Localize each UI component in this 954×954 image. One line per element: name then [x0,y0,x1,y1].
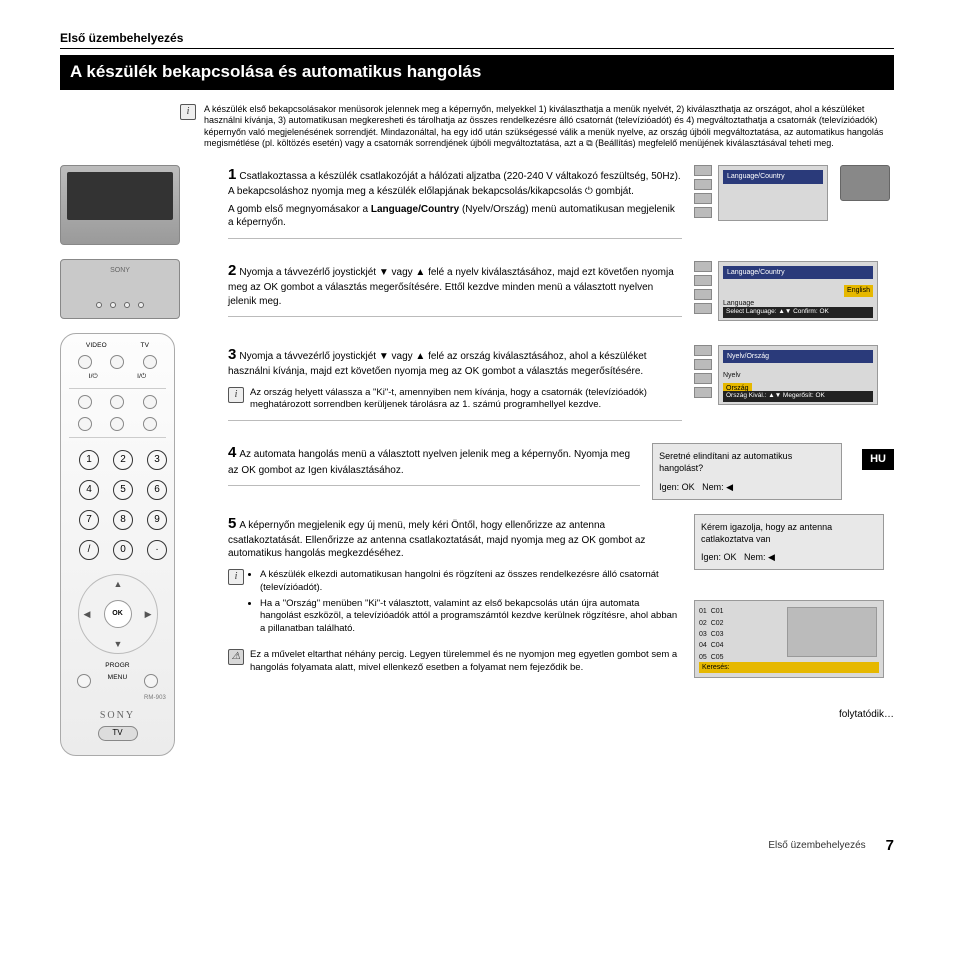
step-5: 5A képernyőn megjelenik egy új menü, mel… [228,514,894,688]
step-3-text: Nyomja a távvezérlő joystickjét ▼ vagy ▲… [228,351,647,377]
remote-aux6 [143,417,157,431]
footer-section-label: Első üzembehelyezés [768,839,865,853]
tv-mini-icon [840,165,890,201]
num-slash: / [79,540,99,560]
info-icon: i [180,104,196,120]
step-2-text: Nyomja a távvezérlő joystickjét ▼ vagy ▲… [228,267,674,307]
scan-label: Keresés: [699,662,879,673]
step-5-text: A képernyőn megjelenik egy új menü, mely… [228,520,645,560]
remote-aux3 [143,395,157,409]
remote-power-tv-button [143,355,157,369]
osd-step3: Nyelv/Ország Nyelv Ország Ország Kivál.:… [718,345,878,405]
step-5-num: 5 [228,515,236,532]
osd-step5b: 01 C01 02 C02 03 C03 04 C04 05 C05 Keres… [694,600,884,678]
remote-ch-button [144,674,158,688]
num-2: 2 [113,450,133,470]
osd-step5a: Kérem igazolja, hogy az antenna catlakoz… [694,514,884,570]
step-4: 4Az automata hangolás menü a választott … [228,443,852,499]
remote-illustration: VIDEO TV I/⏻ I/⏻ [60,333,175,756]
num-7: 7 [79,510,99,530]
step-2: 2Nyomja a távvezérlő joystickjét ▼ vagy … [228,261,894,331]
intro-text: A készülék első bekapcsolásakor menüsoro… [204,104,894,149]
remote-aux2 [110,395,124,409]
tv-illustration [60,165,180,245]
front-panel-illustration: SONY [60,259,180,319]
remote-aux5 [110,417,124,431]
remote-ok-button: OK [104,600,132,628]
step-1-text-b: A gomb első megnyomásakor a Language/Cou… [228,204,675,229]
step-1-text-a: Csatlakoztassa a készülék csatlakozóját … [228,171,681,197]
remote-power-video-button [110,355,124,369]
remote-standby-label-2: I/⏻ [137,373,146,382]
scan-preview [787,607,877,657]
continues-label: folytatódik… [228,708,894,722]
remote-aux1 [78,395,92,409]
num-0: 0 [113,540,133,560]
page-footer: Első üzembehelyezés 7 [60,836,894,856]
remote-tv-label: TV [141,342,150,351]
step-2-num: 2 [228,262,236,279]
page-number: 7 [886,836,894,856]
sony-mark: SONY [61,266,179,275]
remote-standby-label: I/⏻ [89,373,98,382]
intro-block: i A készülék első bekapcsolásakor menüso… [60,104,894,149]
page-title: A készülék bekapcsolása és automatikus h… [60,55,894,90]
step-1-num: 1 [228,166,236,183]
warning-icon: ⚠ [228,649,244,665]
left-illustrations: SONY VIDEO TV I/⏻ I/⏻ [60,165,210,756]
osd-step4: Seretné elindítani az automatikus hangol… [652,443,842,499]
section-header: Első üzembehelyezés [60,30,894,49]
osd-step1: Language/Country [718,165,828,221]
num-dot: · [147,540,167,560]
step-4-text: Az automata hangolás menü a választott n… [228,449,630,475]
step-5-bullet-1: A készülék elkezdi automatikusan hangoln… [260,569,682,595]
osd-step2: Language/Country English Language Countr… [718,261,878,321]
step-3-num: 3 [228,346,236,363]
remote-aux4 [78,417,92,431]
num-4: 4 [79,480,99,500]
language-tab: HU [862,449,894,470]
remote-tv-pill: TV [98,726,138,741]
remote-vol-button [77,674,91,688]
remote-mute-button [78,355,92,369]
remote-navpad: ▲▼ ◀▶ OK [78,574,158,654]
num-8: 8 [113,510,133,530]
remote-menu-label: MENU [108,674,128,688]
info-icon: i [228,569,244,585]
num-6: 6 [147,480,167,500]
info-icon: i [228,387,244,403]
step-3: 3Nyomja a távvezérlő joystickjét ▼ vagy … [228,345,894,429]
step-4-num: 4 [228,444,236,461]
step-1: 1Csatlakoztassa a készülék csatlakozóját… [228,165,894,247]
remote-model: RM-903 [69,694,166,702]
num-9: 9 [147,510,167,530]
step-3-note: Az ország helyett válassza a "Ki"-t, ame… [250,387,682,413]
remote-numpad: 1 2 3 4 5 6 7 8 9 / 0 · [69,444,166,566]
num-3: 3 [147,450,167,470]
remote-brand: SONY [69,709,166,723]
remote-progr-label: PROGR [69,662,166,671]
remote-video-label: VIDEO [86,342,107,351]
num-5: 5 [113,480,133,500]
step-5-warning: Ez a művelet eltarthat néhány percig. Le… [250,649,682,675]
step-5-bullet-2: Ha a "Ország" menüben "Ki"-t választott,… [260,598,682,636]
num-1: 1 [79,450,99,470]
